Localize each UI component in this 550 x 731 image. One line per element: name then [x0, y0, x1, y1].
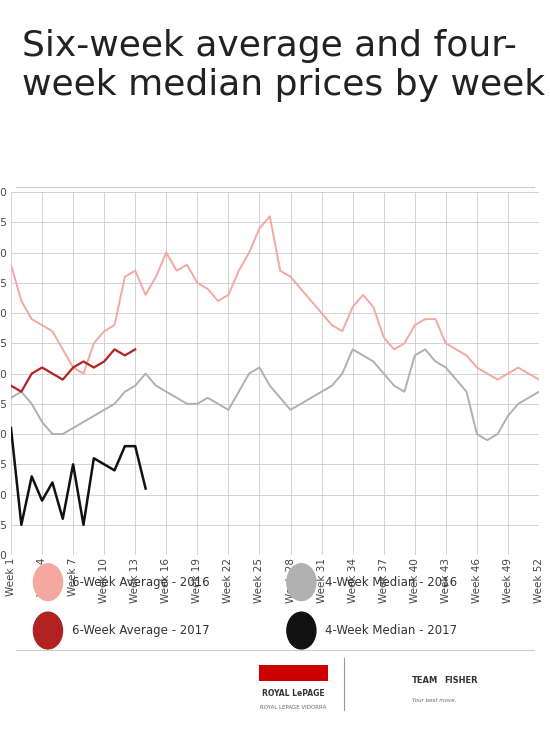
FancyBboxPatch shape: [259, 664, 328, 681]
Ellipse shape: [34, 612, 63, 649]
Ellipse shape: [287, 564, 316, 601]
Text: ROYAL LEPAGE VIDORRA: ROYAL LEPAGE VIDORRA: [260, 705, 327, 710]
Text: TEAM: TEAM: [412, 676, 438, 686]
Ellipse shape: [287, 612, 316, 649]
Ellipse shape: [34, 564, 63, 601]
Text: 4-Week Median - 2017: 4-Week Median - 2017: [325, 624, 457, 637]
Text: 6-Week Average - 2017: 6-Week Average - 2017: [72, 624, 210, 637]
Text: 4-Week Median - 2016: 4-Week Median - 2016: [325, 575, 457, 588]
Text: 6-Week Average - 2016: 6-Week Average - 2016: [72, 575, 210, 588]
Text: ROYAL LePAGE: ROYAL LePAGE: [262, 689, 325, 698]
Text: FISHER: FISHER: [444, 676, 477, 686]
Text: Six-week average and four-
week median prices by week: Six-week average and four- week median p…: [21, 29, 544, 102]
Text: Your best move.: Your best move.: [412, 698, 456, 702]
